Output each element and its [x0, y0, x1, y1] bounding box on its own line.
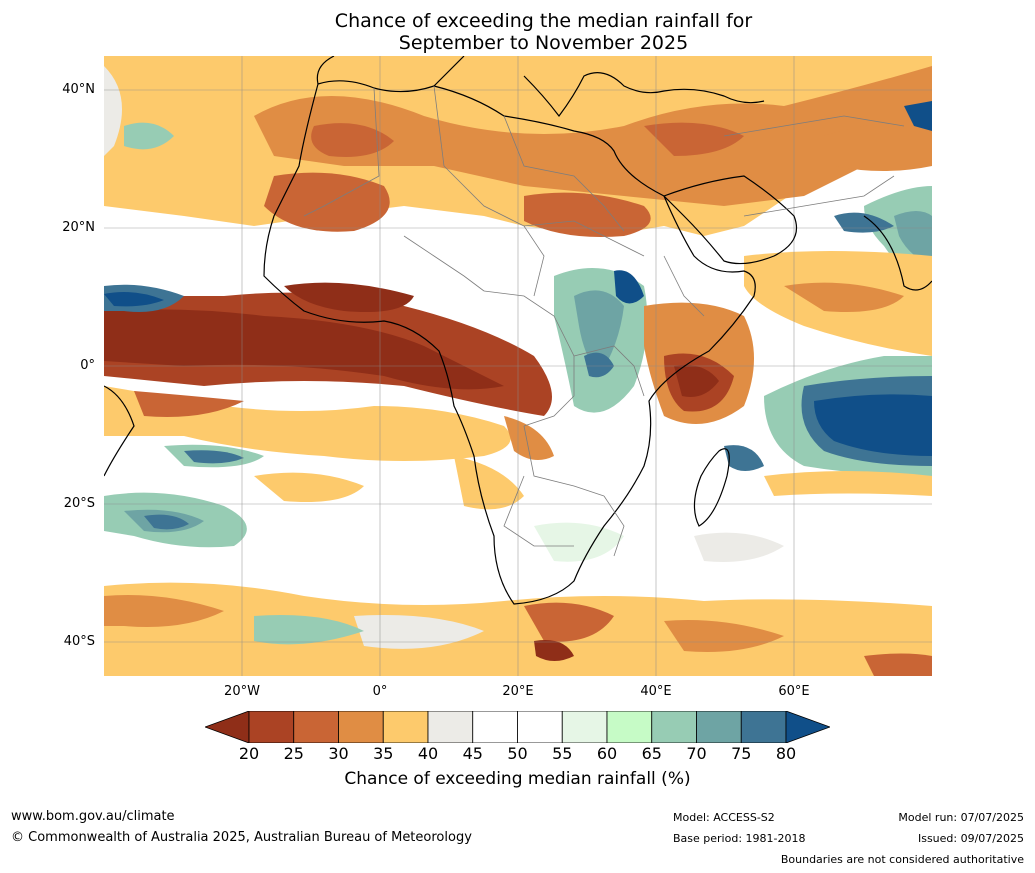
lon-label-0: 0° [372, 684, 388, 699]
colorbar-cell [427, 711, 474, 743]
colorbar-tick-label: 50 [507, 744, 528, 763]
colorbar-cell [740, 711, 787, 743]
colorbar-label: Chance of exceeding median rainfall (%) [344, 769, 691, 789]
colorbar [205, 711, 830, 743]
colorbar-tick-label: 60 [596, 744, 618, 763]
colorbar-tick-label: 70 [686, 744, 707, 763]
graticule [104, 56, 932, 676]
colorbar-tick-label: 55 [552, 744, 573, 763]
lon-label-60e: 60°E [778, 684, 810, 699]
lat-label-40s: 40°S [63, 634, 95, 649]
footer-base-period: Base period: 1981-2018 [673, 832, 806, 845]
colorbar-tick-label: 65 [641, 744, 662, 763]
rainfall-map [104, 56, 932, 676]
coastlines [104, 56, 932, 605]
lat-label-20n: 20°N [62, 220, 95, 235]
colorbar-cell [472, 711, 518, 743]
colorbar-tick-label: 30 [328, 744, 349, 763]
footer-issued: Issued: 09/07/2025 [917, 832, 1024, 845]
title-line-1: Chance of exceeding the median rainfall … [334, 10, 753, 32]
footer-url[interactable]: www.bom.gov.au/climate [11, 809, 175, 824]
colorbar-cell [293, 711, 339, 743]
colorbar-cell [338, 711, 384, 743]
colorbar-cell [382, 711, 429, 743]
colorbar-cell [248, 711, 295, 743]
colorbar-tick-label: 80 [775, 744, 797, 763]
country-borders [303, 85, 905, 557]
map-canvas [104, 56, 932, 676]
lat-label-40n: 40°N [62, 82, 95, 97]
footer-copyright: © Commonwealth of Australia 2025, Austra… [11, 830, 472, 845]
lon-label-20e: 20°E [502, 684, 534, 699]
title-line-2: September to November 2025 [398, 32, 689, 54]
colorbar-tick-label: 20 [238, 744, 260, 763]
lon-label-40e: 40°E [640, 684, 672, 699]
footer-model: Model: ACCESS-S2 [673, 811, 775, 824]
colorbar-cell [606, 711, 653, 743]
footer-disclaimer: Boundaries are not considered authoritat… [780, 853, 1024, 866]
colorbar-tick-label: 75 [731, 744, 752, 763]
colorbar-tick-label: 35 [373, 744, 394, 763]
colorbar-tick-label: 40 [417, 744, 439, 763]
colorbar-cell [561, 711, 608, 743]
chart-title: Chance of exceeding the median rainfall … [0, 10, 1035, 54]
colorbar-tick-label: 25 [283, 744, 304, 763]
lat-label-0: 0° [80, 358, 95, 373]
footer-model-run: Model run: 07/07/2025 [898, 811, 1024, 824]
colorbar-cell [517, 711, 563, 743]
lon-label-20w: 20°W [224, 684, 260, 699]
colorbar-cell [696, 711, 742, 743]
colorbar-extend-high [785, 711, 830, 743]
colorbar-cell [651, 711, 697, 743]
lat-label-20s: 20°S [63, 496, 95, 511]
colorbar-extend-low [205, 711, 250, 743]
colorbar-tick-label: 45 [462, 744, 483, 763]
